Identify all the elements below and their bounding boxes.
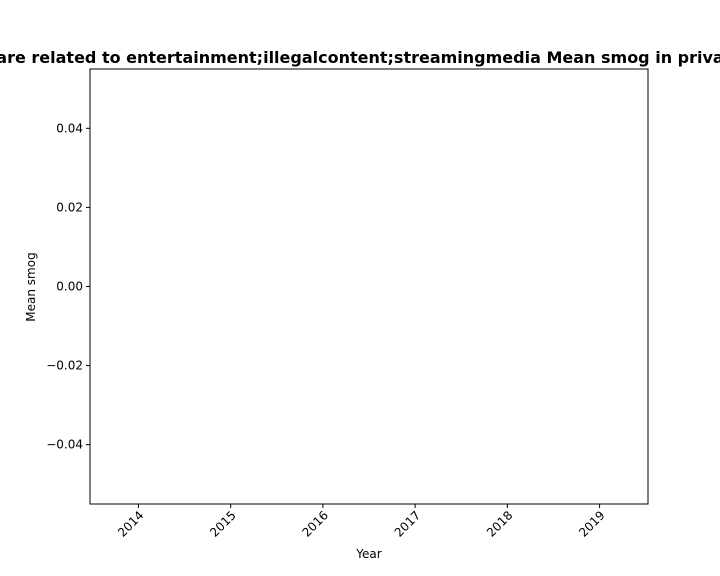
y-axis: 0.04 0.02 0.00 −0.02 −0.04 [46, 121, 90, 452]
x-tick-label: 2017 [392, 508, 423, 539]
x-tick-label: 2018 [484, 508, 515, 539]
y-axis-label: Mean smog [24, 252, 38, 321]
y-tick-label: 0.00 [56, 280, 83, 294]
y-tick-label: 0.02 [56, 200, 83, 214]
x-tick-label: 2019 [576, 508, 607, 539]
y-tick-label: 0.04 [56, 121, 83, 135]
x-tick-label: 2014 [115, 508, 146, 539]
chart-title: are related to entertainment;illegalcont… [0, 48, 720, 67]
x-axis-label: Year [355, 547, 381, 561]
x-axis: 2014 2015 2016 2017 2018 2019 [115, 504, 608, 540]
x-tick-label: 2015 [207, 508, 238, 539]
y-tick-label: −0.02 [46, 359, 83, 373]
y-tick-label: −0.04 [46, 438, 83, 452]
x-tick-label: 2016 [300, 508, 331, 539]
plot-area [89, 68, 649, 505]
